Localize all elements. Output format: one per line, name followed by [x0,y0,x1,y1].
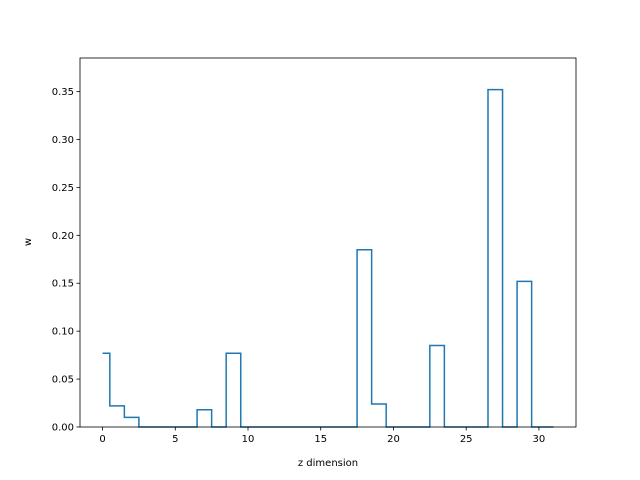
y-tick-label: 0.25 [52,183,74,194]
y-tick-label: 0.35 [52,87,74,98]
y-tick-label: 0.05 [52,375,74,386]
y-tick-label: 0.20 [52,231,74,242]
y-tick-label: 0.30 [52,135,74,146]
x-tick-label: 25 [460,434,473,445]
y-axis-label: w [23,238,34,246]
y-tick-label: 0.00 [52,423,74,434]
x-tick-label: 10 [242,434,255,445]
x-tick-label: 15 [314,434,327,445]
x-tick-label: 0 [99,434,105,445]
axes-frame [79,57,577,428]
x-tick-label: 30 [533,434,546,445]
x-tick-label: 5 [172,434,178,445]
y-tick-label: 0.10 [52,327,74,338]
y-tick-label: 0.15 [52,279,74,290]
axes: 0 5 10 15 20 25 30 0.00 0.05 0.10 0.15 0.20 0.25 0.30… [52,57,577,445]
x-axis-label: z dimension [298,458,358,469]
x-tick-label: 20 [387,434,400,445]
